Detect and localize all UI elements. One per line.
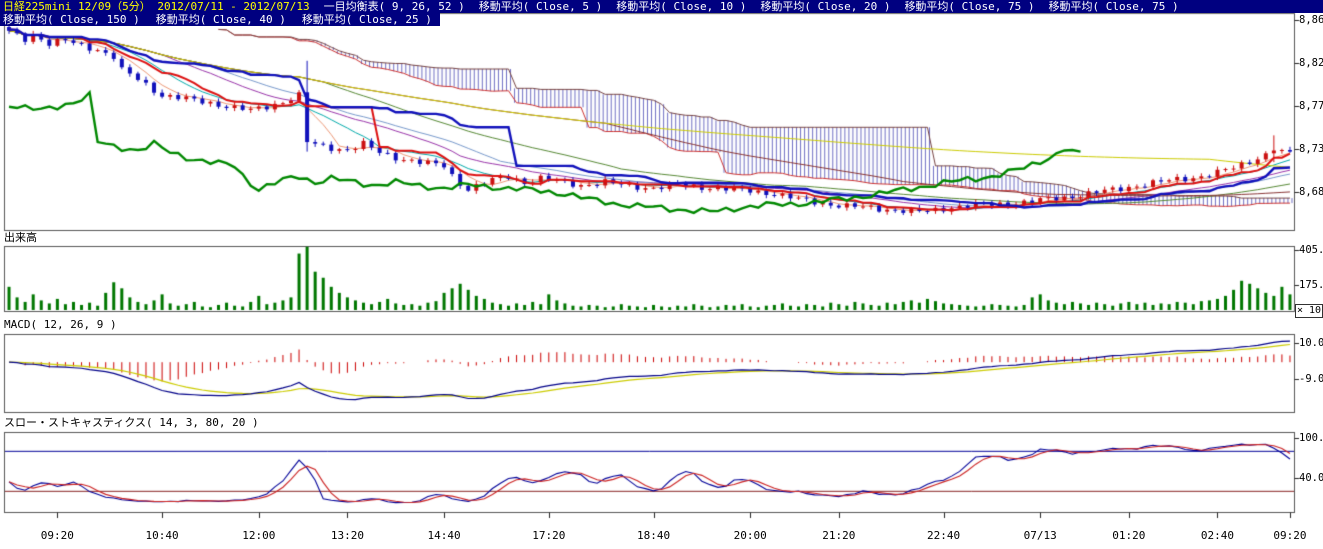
volume-unit-box: × 10 [1295,304,1323,318]
indicator-label-ma5: 移動平均( Close, 5 ) [479,0,602,13]
x-axis-label: 22:40 [916,529,972,542]
y-axis-label: 8,73 [1299,143,1323,155]
y-axis-label: 8,68 [1299,186,1323,198]
x-axis-label: 12:00 [231,529,287,542]
indicator-label-ma25: 移動平均( Close, 25 ) [302,13,432,26]
x-axis-label: 10:40 [134,529,190,542]
indicator-label-ma75-2: 移動平均( Close, 75 ) [1049,0,1179,13]
trading-chart-window: 日経225mini 12/09（5分） 2012/07/11 - 2012/07… [0,0,1323,549]
macd-panel-label: MACD( 12, 26, 9 ) [4,318,117,331]
y-axis-label: 100. [1299,432,1323,444]
y-axis-label: 8,82 [1299,57,1323,69]
indicator-label-ma10: 移動平均( Close, 10 ) [616,0,746,13]
x-axis-label: 01:20 [1101,529,1157,542]
y-axis-label: 8,86 [1299,14,1323,26]
stoch-panel-label: スロー・ストキャスティクス( 14, 3, 80, 20 ) [4,416,259,429]
volume-panel-label: 出来高 [4,231,37,244]
y-axis-label: 8,77 [1299,100,1323,112]
symbol-title: 日経225mini 12/09（5分） 2012/07/11 - 2012/07… [3,0,310,13]
x-axis-label: 02:40 [1189,529,1245,542]
price-chart-canvas[interactable] [0,0,1323,549]
y-axis-label: 40.0 [1299,472,1323,484]
indicator-label-ma40: 移動平均( Close, 40 ) [156,13,286,26]
x-axis-label: 07/13 [1012,529,1068,542]
chart-header: 日経225mini 12/09（5分） 2012/07/11 - 2012/07… [0,0,1323,13]
x-axis-label: 14:40 [416,529,472,542]
indicator-label-ma75: 移動平均( Close, 75 ) [904,0,1034,13]
chart-header-row2: 移動平均( Close, 150 ) 移動平均( Close, 40 ) 移動平… [0,13,440,26]
x-axis-label: 18:40 [626,529,682,542]
x-axis-label: 21:20 [811,529,867,542]
x-axis-label: 17:20 [521,529,577,542]
indicator-label-ma20: 移動平均( Close, 20 ) [760,0,890,13]
y-axis-label: 10.0 [1299,337,1323,349]
indicator-label-ma150: 移動平均( Close, 150 ) [3,13,140,26]
y-axis-label: 405. [1299,244,1323,256]
indicator-label-ichimoku: 一目均衡表( 9, 26, 52 ) [324,0,465,13]
x-axis-label: 13:20 [319,529,375,542]
y-axis-label: -9.0 [1299,373,1323,385]
x-axis-label: 20:00 [722,529,778,542]
x-axis-label: 09:20 [1262,529,1318,542]
y-axis-label: 175. [1299,279,1323,291]
x-axis-label: 09:20 [29,529,85,542]
